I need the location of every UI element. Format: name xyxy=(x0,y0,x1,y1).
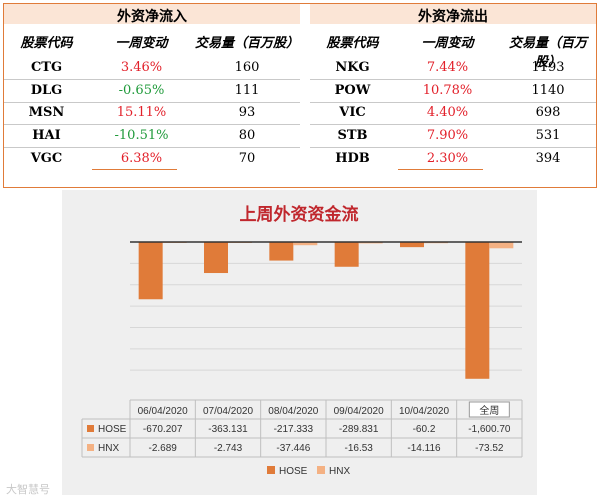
data-label: -2.689 xyxy=(148,443,177,454)
chart-svg: 上周外资资金流 06/04/2020 07/04/2020 08/04/2020 09/… xyxy=(81,204,523,477)
bar-hnx xyxy=(489,242,514,249)
data-label: -1,600.70 xyxy=(468,424,511,435)
chart-title: 上周外资资金流 xyxy=(240,204,359,225)
inflow-row-code: VGC xyxy=(30,151,63,166)
x-tick-label: 09/04/2020 xyxy=(334,406,384,417)
outflow-header-bar xyxy=(310,4,596,24)
inflow-row-change: 6.38% xyxy=(120,151,163,166)
inflow-row-volume: 93 xyxy=(238,105,256,120)
inflow-row-divider xyxy=(4,147,300,148)
inflow-row-code: DLG xyxy=(30,83,63,98)
inflow-row-volume: 160 xyxy=(234,60,260,75)
inflow-row-code: HAI xyxy=(32,128,61,143)
data-label: -73.52 xyxy=(475,443,504,454)
inflow-row-volume: 111 xyxy=(234,83,260,98)
inflow-row-code: CTG xyxy=(30,60,63,75)
outflow-row-divider xyxy=(310,102,596,103)
legend-label: HOSE xyxy=(279,466,308,477)
outflow-row-volume: 531 xyxy=(535,128,561,143)
x-tick-label: 08/04/2020 xyxy=(268,406,318,417)
outflow-row-volume: 1193 xyxy=(531,60,565,75)
outflow-row-divider xyxy=(310,79,596,80)
inflow-title: 外资净流入 xyxy=(117,9,187,25)
inflow-col-header: 股票代码 xyxy=(20,36,73,51)
inflow-header-bar xyxy=(4,4,300,24)
inflow-row-volume: 80 xyxy=(238,128,256,143)
outflow-row-change: 4.40% xyxy=(426,105,469,120)
outflow-row-volume: 698 xyxy=(535,105,561,120)
outflow-row-change: 7.90% xyxy=(426,128,469,143)
bar-hose xyxy=(138,242,163,300)
x-tick-label: 07/04/2020 xyxy=(203,406,253,417)
category-highlight-box xyxy=(468,401,510,418)
legend-swatch xyxy=(267,466,275,474)
outflow-row-code: STB xyxy=(337,128,368,143)
inflow-col-header: 交易量（百万股） xyxy=(194,36,299,51)
inflow-row-divider xyxy=(4,124,300,125)
series-name: HNX xyxy=(98,443,119,454)
legend-label: HNX xyxy=(329,466,350,477)
series-swatch xyxy=(87,425,94,432)
data-label: -363.131 xyxy=(208,424,248,435)
inflow-row-volume: 70 xyxy=(238,151,256,166)
data-label: -14.116 xyxy=(407,443,441,454)
outflow-row-change: 10.78% xyxy=(422,83,473,98)
x-tick-label: 10/04/2020 xyxy=(399,406,449,417)
bar-hose xyxy=(269,242,294,261)
inflow-row-change: 3.46% xyxy=(120,60,163,75)
watermark-text: 大智慧号 xyxy=(6,483,50,496)
inflow-row-change: -0.65% xyxy=(118,83,165,98)
outflow-row-code: NKG xyxy=(335,60,370,75)
data-label: -2.743 xyxy=(214,443,243,454)
inflow-row-divider xyxy=(4,102,300,103)
bar-hose xyxy=(334,242,359,267)
outflow-col-header: 交易量（百万股） xyxy=(508,36,587,70)
data-label: -217.333 xyxy=(274,424,314,435)
outflow-row-volume: 394 xyxy=(535,151,561,166)
inflow-row-divider xyxy=(4,79,300,80)
series-swatch xyxy=(87,444,94,451)
outflow-col-header: 一周变动 xyxy=(421,36,474,51)
bar-hose xyxy=(204,242,228,274)
outflow-row-divider xyxy=(310,124,596,125)
data-label: -16.53 xyxy=(344,443,373,454)
outflow-last-underline xyxy=(398,169,483,170)
data-label: -289.831 xyxy=(339,424,379,435)
series-name: HOSE xyxy=(98,424,127,435)
outflow-title: 外资净流出 xyxy=(418,9,488,25)
x-tick-label: 全周 xyxy=(479,404,499,417)
outflow-row-volume: 1140 xyxy=(531,83,565,98)
data-label: -60.2 xyxy=(413,424,436,435)
weekly-flow-chart: 上周外资资金流 06/04/2020 07/04/2020 08/04/2020 09/… xyxy=(62,190,537,495)
legend-swatch xyxy=(317,466,325,474)
outflow-row-change: 7.44% xyxy=(426,60,469,75)
data-label: -37.446 xyxy=(276,443,310,454)
bar-hose xyxy=(400,242,424,248)
data-label: -670.207 xyxy=(143,424,183,435)
inflow-row-change: 15.11% xyxy=(116,105,167,120)
outflow-row-code: HDB xyxy=(335,151,370,166)
outflow-col-header: 股票代码 xyxy=(326,36,379,51)
bar-hose xyxy=(465,242,490,379)
outflow-row-divider xyxy=(310,147,596,148)
foreign-flow-table: 外资净流入 外资净流出 股票代码 一周变动 交易量（百万股） CTG 3.46% 160 D… xyxy=(3,3,597,188)
inflow-row-code: MSN xyxy=(28,105,65,120)
outflow-row-change: 2.30% xyxy=(426,151,469,166)
bar-hnx xyxy=(293,242,318,246)
inflow-col-header: 一周变动 xyxy=(115,36,168,51)
inflow-row-change: -10.51% xyxy=(114,128,169,143)
outflow-row-code: POW xyxy=(334,83,371,98)
outflow-row-code: VIC xyxy=(339,105,366,120)
x-tick-label: 06/04/2020 xyxy=(138,406,188,417)
inflow-last-underline xyxy=(92,169,177,170)
